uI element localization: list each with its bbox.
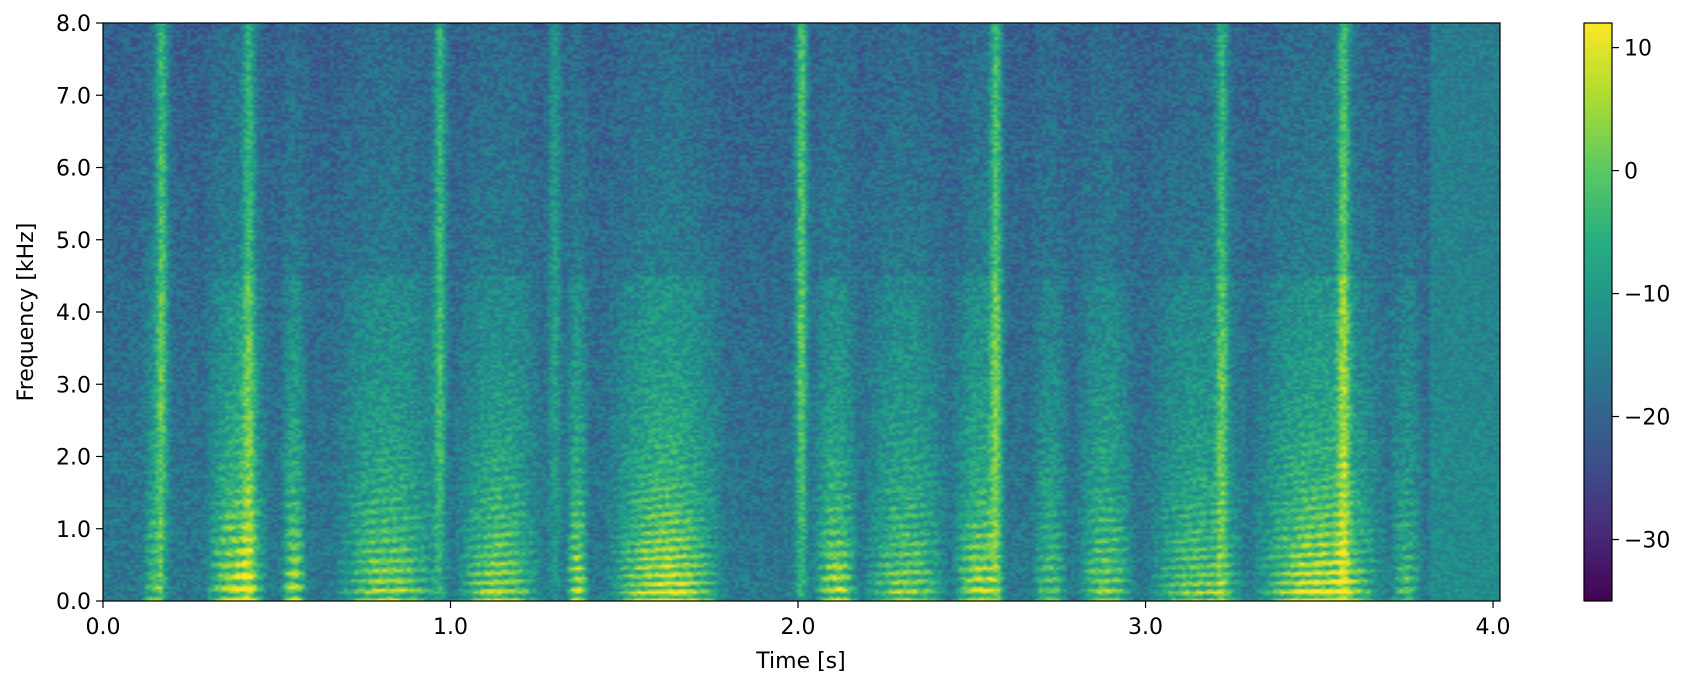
y-tick-label: 7.0 [56, 84, 91, 109]
x-tick-label: 4.0 [1476, 615, 1511, 640]
x-tick-label: 0.0 [86, 615, 121, 640]
y-tick-label: 1.0 [56, 518, 91, 543]
colorbar-tick-label: −20 [1624, 406, 1670, 431]
colorbar-tick-label: 0 [1624, 160, 1638, 185]
colorbar [1584, 23, 1612, 601]
y-tick-label: 0.0 [56, 590, 91, 615]
spectrogram-heatmap [103, 23, 1500, 601]
colorbar-frame [1583, 22, 1613, 602]
x-axis-label: Time [s] [755, 649, 845, 674]
heatmap-area [103, 23, 1500, 601]
x-tick-label: 3.0 [1128, 615, 1163, 640]
x-axis-ticks: 0.0 1.0 2.0 3.0 4.0 [86, 601, 1511, 640]
y-tick-label: 5.0 [56, 229, 91, 254]
y-tick-label: 3.0 [56, 373, 91, 398]
y-axis-label: Frequency [kHz] [14, 223, 39, 402]
y-tick-label: 8.0 [56, 12, 91, 37]
colorbar-ticks: 10 0 −10 −20 −30 [1612, 37, 1670, 554]
x-tick-label: 2.0 [781, 615, 816, 640]
y-tick-label: 2.0 [56, 446, 91, 471]
colorbar-tick-label: −30 [1624, 529, 1670, 554]
colorbar-tick-label: −10 [1624, 283, 1670, 308]
y-tick-label: 6.0 [56, 157, 91, 182]
colorbar-tick-label: 10 [1624, 37, 1652, 62]
y-axis-ticks: 0.0 1.0 2.0 3.0 4.0 5.0 6.0 7.0 8.0 [56, 12, 103, 615]
x-tick-label: 1.0 [433, 615, 468, 640]
y-tick-label: 4.0 [56, 301, 91, 326]
